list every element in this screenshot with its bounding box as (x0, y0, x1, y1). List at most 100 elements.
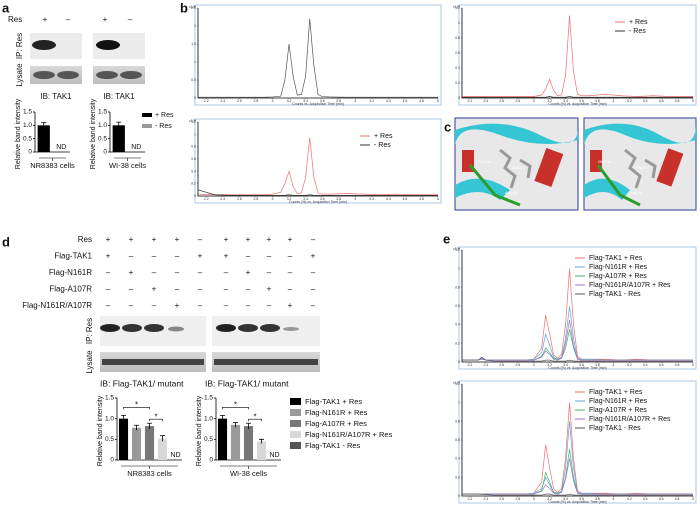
legend-label: Flag-N161R + Res (589, 398, 648, 405)
trace (462, 493, 693, 496)
panel-label: c (444, 119, 451, 134)
trace (462, 449, 693, 495)
sign: – (288, 252, 293, 261)
sign: – (311, 268, 316, 277)
sign: – (224, 285, 229, 294)
x-axis-label: Counts (%) vs. Acquisition Time (min) (289, 200, 347, 204)
legend-label: + Res (155, 112, 174, 119)
x-tick-label: 2.2 (204, 99, 209, 103)
legend-label: Flag-N161R + Res (589, 264, 648, 271)
y-tick-label: 0.2 (191, 182, 196, 186)
x-tick-label: 4.4 (386, 99, 391, 103)
sign: + (288, 235, 293, 244)
x-axis-label: Counts (%) vs. Acquisition Time (min) (548, 366, 606, 370)
x-tick-label: 3.6 (579, 99, 584, 103)
x-tick-label: 5 (437, 99, 439, 103)
sign: – (106, 301, 111, 310)
y-tick-label: 0.4 (455, 457, 460, 461)
x-tick-label: 4.6 (659, 497, 664, 501)
error-bar (233, 421, 238, 428)
sign: + (224, 252, 229, 261)
panel-label: a (2, 0, 10, 15)
x-tick-label: 3.6 (320, 99, 325, 103)
y-tick-label: 1.5 (23, 109, 32, 116)
legend-label: - Res (155, 123, 172, 130)
panel-label: b (180, 0, 188, 15)
x-tick-label: 2.6 (237, 99, 242, 103)
x-tick-label: 4.2 (627, 497, 632, 501)
sign: – (66, 15, 71, 24)
legend-label: Flag-N161R + Res (305, 408, 368, 417)
legend-label: Flag-TAK1 + Res (589, 389, 643, 396)
y-axis-label: Relative band intensity (196, 395, 203, 466)
x-tick-label: 3.6 (579, 497, 584, 501)
x-tick-label: 4 (612, 363, 614, 367)
y-tick-label: 0 (194, 194, 196, 198)
x-tick-label: 2.4 (483, 363, 488, 367)
y-tick-label: 1 (458, 401, 460, 405)
x-tick-label: 4.2 (627, 363, 632, 367)
x-axis-label: WI-38 cells (109, 161, 146, 170)
y-tick-label: 1.5 (105, 395, 114, 402)
sign: – (246, 252, 251, 261)
legend-label: Flag-TAK1 + Res (305, 397, 362, 406)
bar (37, 125, 50, 152)
legend-swatch (290, 431, 301, 438)
x-axis-label: NR8383 cells (127, 469, 172, 478)
ib-label: IB: Flag-TAK1/ mutant (205, 378, 289, 388)
sign: + (267, 285, 272, 294)
x-tick-label: 3 (272, 99, 274, 103)
y-tick-label: 1.0 (105, 415, 114, 422)
sign: + (175, 235, 180, 244)
y-tick-label: 0.2 (455, 341, 460, 345)
x-tick-label: 2.2 (468, 363, 473, 367)
bar (112, 125, 125, 152)
legend-label: Flag-TAK1 + Res (589, 255, 643, 262)
x-axis-label: Counts (%) vs. Acquisition Time (min) (548, 102, 606, 106)
plot-frame (194, 118, 442, 204)
x-tick-label: 3.4 (563, 363, 568, 367)
y-tick-label: 1.0 (204, 415, 213, 422)
sign: – (198, 301, 203, 310)
x-axis-label: WI-38 cells (230, 469, 267, 478)
y-tick-label: 0.5 (191, 78, 196, 82)
x-tick-label: 4 (354, 197, 356, 201)
value-label: ND (131, 144, 141, 151)
legend-swatch (290, 409, 301, 416)
sign: + (198, 252, 203, 261)
sign: – (175, 268, 180, 277)
sign: – (288, 285, 293, 294)
sign: – (224, 268, 229, 277)
sign: – (128, 15, 133, 24)
panel-label: d (2, 234, 10, 249)
y-tick-label: 1 (458, 21, 460, 25)
row-label: Flag-TAK1 (54, 252, 92, 261)
bar (131, 427, 142, 460)
error-bar (41, 122, 47, 128)
y-tick-label: 1.2 (191, 120, 196, 124)
x-tick-label: 2.8 (515, 497, 520, 501)
x-tick-label: 2.2 (204, 197, 209, 201)
error-bar (220, 414, 225, 422)
y-tick-label: 1.0 (23, 122, 32, 129)
y-tick-label: 0.8 (191, 145, 196, 149)
row-label: Res (8, 15, 22, 24)
ib-label: IB: Flag-TAK1/ mutant (100, 378, 184, 388)
error-bar (259, 438, 264, 444)
legend-label: Flag-A107R + Res (305, 419, 367, 428)
x-tick-label: 3.4 (563, 497, 568, 501)
sign: + (103, 15, 108, 24)
blot-label: IP: Res (85, 318, 94, 344)
x-tick-label: 4.4 (386, 197, 391, 201)
sign: – (152, 301, 157, 310)
x-tick-label: 2.8 (253, 99, 258, 103)
y-tick-label: 2.5 (191, 6, 196, 10)
sign: – (129, 301, 134, 310)
y-tick-label: 1.2 (455, 6, 460, 10)
x-tick-label: 5 (437, 197, 439, 201)
y-tick-label: 0.4 (191, 169, 196, 173)
x-tick-label: 3.4 (303, 99, 308, 103)
plot-frame (194, 4, 442, 106)
y-tick-label: 1.5 (204, 395, 213, 402)
